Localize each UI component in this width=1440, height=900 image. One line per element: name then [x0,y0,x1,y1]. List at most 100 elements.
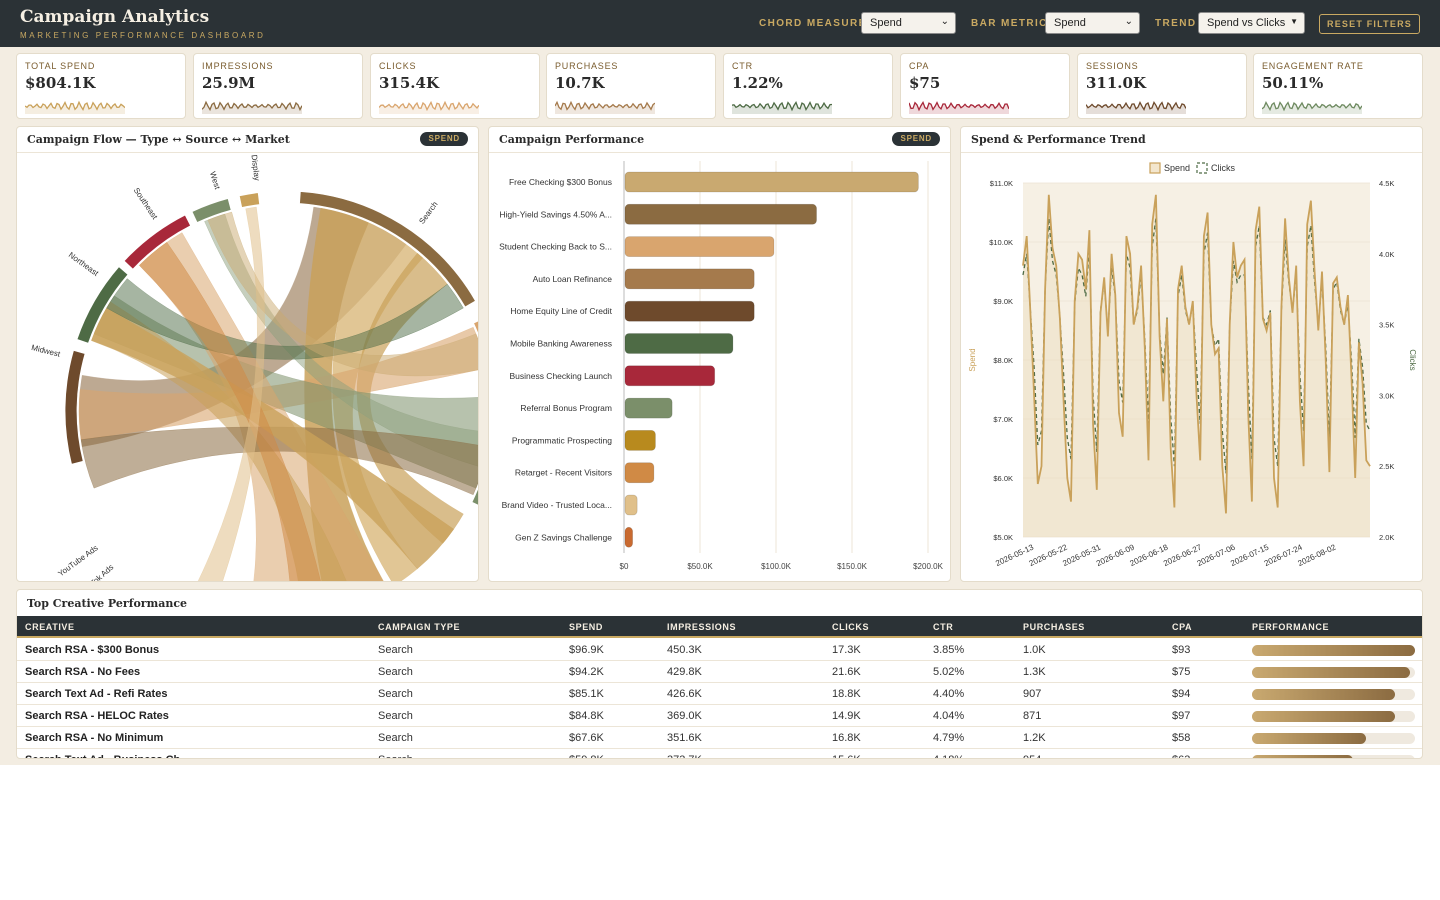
chord-measure-select[interactable]: Spend ⌄ [861,12,956,34]
chord-ribbon[interactable] [138,241,327,582]
kpi-sparkline [1086,100,1186,114]
bar[interactable] [624,526,633,548]
clicks-line[interactable] [1022,218,1371,474]
chord-group-label: Display [249,154,261,181]
chord-arc[interactable] [472,318,479,375]
trend-select[interactable]: Spend vs Clicks ▼ [1198,12,1305,34]
kpi-sparkline-line [1262,101,1362,112]
bar[interactable] [624,333,734,354]
table-cell-impressions: 429.8K [667,666,702,678]
chord-ribbon[interactable] [106,278,464,360]
trend-panel: Spend & Performance Trend Spend Clicks $5.… [960,126,1423,582]
col-campaign-type[interactable]: CAMPAIGN TYPE [378,622,461,632]
kpi-value: 50.11% [1262,74,1324,92]
chord-arc[interactable] [471,396,479,508]
kpi-sparkline-line [25,100,125,112]
chord-arc[interactable] [299,191,477,308]
col-impressions[interactable]: IMPRESSIONS [667,622,737,632]
table-row[interactable]: Search RSA - No Fees Search $94.2K 429.8K 21… [17,661,1422,683]
kpi-card[interactable]: CTR 1.22% [723,53,893,119]
table-cell-purchases: 1.2K [1023,732,1046,744]
chord-arc[interactable] [191,198,232,224]
chord-group-label: YouTube Ads [56,543,99,578]
kpi-card[interactable]: CPA $75 [900,53,1070,119]
table-cell-cpa: $58 [1172,732,1191,744]
reset-filters-button[interactable]: RESET FILTERS [1319,14,1420,34]
chord-arc[interactable] [64,349,86,465]
bar[interactable] [624,494,638,516]
trend-y2-tick: 4.5K [1379,179,1394,188]
kpi-label: IMPRESSIONS [202,61,274,71]
bar[interactable] [624,429,656,451]
table-row[interactable]: Search RSA - HELOC Rates Search $84.8K 369.… [17,705,1422,727]
bar-chart[interactable]: $0 $50.0K $100.0K $150.0K $200.0K Free Checki… [489,153,951,582]
performance-bar-fill [1252,689,1396,700]
col-creative[interactable]: CREATIVE [25,622,75,632]
chord-diagram[interactable]: SearchSocialVideoBing AdsMeta AdsTikTok … [17,153,479,582]
kpi-sparkline-line [1086,100,1186,112]
performance-bar-track [1252,711,1415,722]
bar-panel-header: Campaign Performance SPEND [489,127,950,153]
col-clicks[interactable]: CLICKS [832,622,870,632]
chord-measure-badge: SPEND [420,132,468,146]
col-spend[interactable]: SPEND [569,622,604,632]
trend-y-label: Spend [968,348,977,371]
kpi-label: CTR [732,61,753,71]
table-cell-cpa: $75 [1172,666,1191,678]
col-ctr[interactable]: CTR [933,622,954,632]
kpi-card[interactable]: SESSIONS 311.0K [1077,53,1247,119]
chord-panel-header: Campaign Flow — Type ↔ Source ↔ Market S… [17,127,478,153]
table-cell-spend: $59.8K [569,754,604,758]
table-row[interactable]: Search Text Ad - Refi Rates Search $85.1K 4… [17,683,1422,705]
creative-table-header: Top Creative Performance [17,590,1422,616]
bar[interactable] [624,236,775,257]
kpi-card[interactable]: IMPRESSIONS 25.9M [193,53,363,119]
trend-chart[interactable]: Spend Clicks $5.0K $6.0K $7.0K $8.0K $9.0K $10.… [961,153,1423,582]
chord-arc[interactable] [123,214,192,270]
kpi-value: $804.1K [25,74,96,92]
table-row[interactable]: Search Text Ad - Business Ch Search $59.8K… [17,749,1422,758]
kpi-card[interactable]: ENGAGEMENT RATE 50.11% [1253,53,1423,119]
kpi-card[interactable]: TOTAL SPEND $804.1K [16,53,186,119]
bar[interactable] [624,171,919,193]
dashboard: Campaign Analytics MARKETING PERFORMANCE… [0,0,1440,765]
table-cell-ctr: 4.04% [933,710,965,722]
bar[interactable] [624,397,673,419]
kpi-sparkline [25,100,125,114]
col-cpa[interactable]: CPA [1172,622,1193,632]
bar-metric-select[interactable]: Spend ⌄ [1045,12,1140,34]
chord-arc[interactable] [238,192,261,209]
bar[interactable] [624,365,716,387]
performance-bar-fill [1252,645,1415,656]
trend-x-tick: 2026-08-02 [1296,542,1337,568]
chord-group-label: Search [417,200,439,226]
table-cell-clicks: 16.8K [832,732,861,744]
kpi-card[interactable]: PURCHASES 10.7K [546,53,716,119]
trend-y2-tick: 2.0K [1379,533,1394,542]
kpi-sparkline [202,100,302,114]
table-cell-clicks: 21.6K [832,666,861,678]
bar[interactable] [624,300,755,322]
table-row[interactable]: Search RSA - No Minimum Search $67.6K 351.6… [17,727,1422,749]
col-performance[interactable]: PERFORMANCE [1252,622,1330,632]
chord-group-label: Midwest [30,343,61,359]
bar[interactable] [624,462,655,484]
bar-metric-value: Spend [1054,17,1086,29]
kpi-card[interactable]: CLICKS 315.4K [370,53,540,119]
chord-arc[interactable] [76,266,129,344]
bar[interactable] [624,268,755,290]
chord-ribbon[interactable] [91,307,455,570]
bar-category-label: Gen Z Savings Challenge [515,532,612,542]
table-cell-ctr: 3.85% [933,644,965,656]
bar[interactable] [624,203,817,225]
spend-line[interactable] [1022,194,1371,514]
chord-ribbon[interactable] [80,426,479,496]
table-cell-spend: $94.2K [569,666,604,678]
chord-ribbon[interactable] [191,206,265,582]
kpi-sparkline [379,100,479,114]
bar-category-label: Business Checking Launch [509,371,612,381]
table-row[interactable]: Search RSA - $300 Bonus Search $96.9K 450.3… [17,639,1422,661]
table-header-row: CREATIVE CAMPAIGN TYPE SPEND IMPRESSIONS… [17,616,1422,638]
col-purchases[interactable]: PURCHASES [1023,622,1085,632]
table-cell-spend: $67.6K [569,732,604,744]
